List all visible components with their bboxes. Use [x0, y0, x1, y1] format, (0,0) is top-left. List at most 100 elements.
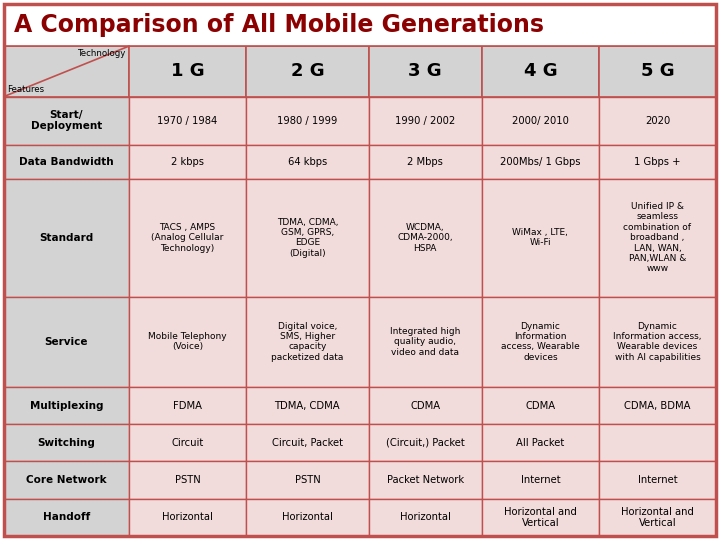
Text: Start/
Deployment: Start/ Deployment: [31, 110, 102, 131]
Text: Unified IP &
seamless
combination of
broadband ,
LAN, WAN,
PAN,WLAN &
www: Unified IP & seamless combination of bro…: [624, 202, 691, 273]
Text: Dynamic
Information access,
Wearable devices
with AI capabilities: Dynamic Information access, Wearable dev…: [613, 322, 702, 362]
Text: TACS , AMPS
(Analog Cellular
Technology): TACS , AMPS (Analog Cellular Technology): [151, 222, 224, 253]
Bar: [4, 462, 129, 499]
Bar: [129, 179, 246, 296]
Text: 1980 / 1999: 1980 / 1999: [277, 116, 338, 126]
Bar: [599, 462, 716, 499]
Bar: [599, 145, 716, 179]
Bar: [4, 296, 129, 387]
Bar: [482, 179, 599, 296]
Text: PSTN: PSTN: [294, 475, 320, 485]
Text: 3 G: 3 G: [408, 62, 442, 80]
Bar: [599, 499, 716, 536]
Bar: [246, 296, 369, 387]
Bar: [129, 499, 246, 536]
Bar: [246, 46, 369, 97]
Text: 1 Gbps +: 1 Gbps +: [634, 157, 680, 167]
Bar: [4, 424, 129, 462]
Text: CDMA: CDMA: [410, 401, 441, 410]
Text: WiMax , LTE,
Wi-Fi: WiMax , LTE, Wi-Fi: [513, 228, 568, 247]
Text: Switching: Switching: [37, 438, 96, 448]
Bar: [4, 4, 716, 46]
Text: Integrated high
quality audio,
video and data: Integrated high quality audio, video and…: [390, 327, 461, 356]
Text: 2 kbps: 2 kbps: [171, 157, 204, 167]
Bar: [369, 424, 482, 462]
Bar: [599, 179, 716, 296]
Text: FDMA: FDMA: [173, 401, 202, 410]
Bar: [482, 97, 599, 145]
Text: Service: Service: [45, 337, 89, 347]
Bar: [4, 179, 129, 296]
Bar: [129, 387, 246, 424]
Text: Features: Features: [7, 85, 44, 93]
Text: Horizontal and
Vertical: Horizontal and Vertical: [504, 507, 577, 528]
Bar: [482, 424, 599, 462]
Text: Circuit, Packet: Circuit, Packet: [272, 438, 343, 448]
Text: Technology: Technology: [78, 49, 126, 58]
Bar: [4, 387, 129, 424]
Text: All Packet: All Packet: [516, 438, 564, 448]
Bar: [129, 424, 246, 462]
Bar: [4, 97, 129, 145]
Text: A Comparison of All Mobile Generations: A Comparison of All Mobile Generations: [14, 13, 544, 37]
Text: Packet Network: Packet Network: [387, 475, 464, 485]
Text: 1970 / 1984: 1970 / 1984: [158, 116, 217, 126]
Bar: [369, 46, 482, 97]
Bar: [369, 296, 482, 387]
Text: CDMA, BDMA: CDMA, BDMA: [624, 401, 690, 410]
Bar: [369, 387, 482, 424]
Text: 64 kbps: 64 kbps: [288, 157, 327, 167]
Bar: [369, 462, 482, 499]
Bar: [599, 46, 716, 97]
Bar: [482, 499, 599, 536]
Text: Horizontal: Horizontal: [400, 512, 451, 522]
Bar: [599, 97, 716, 145]
Text: Data Bandwidth: Data Bandwidth: [19, 157, 114, 167]
Bar: [4, 499, 129, 536]
Bar: [246, 145, 369, 179]
Text: (Circuit,) Packet: (Circuit,) Packet: [386, 438, 464, 448]
Text: Internet: Internet: [521, 475, 560, 485]
Bar: [369, 179, 482, 296]
Bar: [599, 387, 716, 424]
Text: 2 G: 2 G: [291, 62, 324, 80]
Bar: [129, 296, 246, 387]
Text: Horizontal: Horizontal: [162, 512, 213, 522]
Bar: [4, 46, 129, 97]
Text: 2000/ 2010: 2000/ 2010: [512, 116, 569, 126]
Bar: [599, 296, 716, 387]
Bar: [129, 145, 246, 179]
Bar: [129, 462, 246, 499]
Bar: [482, 296, 599, 387]
Text: WCDMA,
CDMA-2000,
HSPA: WCDMA, CDMA-2000, HSPA: [397, 222, 453, 253]
Text: Core Network: Core Network: [26, 475, 107, 485]
Bar: [482, 145, 599, 179]
Bar: [369, 97, 482, 145]
Text: Horizontal: Horizontal: [282, 512, 333, 522]
Text: 4 G: 4 G: [523, 62, 557, 80]
Bar: [246, 424, 369, 462]
Text: Horizontal and
Vertical: Horizontal and Vertical: [621, 507, 694, 528]
Text: 1 G: 1 G: [171, 62, 204, 80]
Text: Multiplexing: Multiplexing: [30, 401, 103, 410]
Text: Dynamic
Information
access, Wearable
devices: Dynamic Information access, Wearable dev…: [501, 322, 580, 362]
Text: Circuit: Circuit: [171, 438, 204, 448]
Text: TDMA, CDMA: TDMA, CDMA: [274, 401, 341, 410]
Text: 5 G: 5 G: [641, 62, 674, 80]
Bar: [482, 462, 599, 499]
Text: Handoff: Handoff: [43, 512, 90, 522]
Text: 2020: 2020: [645, 116, 670, 126]
Text: Digital voice,
SMS, Higher
capacity
packetized data: Digital voice, SMS, Higher capacity pack…: [271, 322, 343, 362]
Bar: [129, 97, 246, 145]
Text: 200Mbs/ 1 Gbps: 200Mbs/ 1 Gbps: [500, 157, 580, 167]
Text: TDMA, CDMA,
GSM, GPRS,
EDGE
(Digital): TDMA, CDMA, GSM, GPRS, EDGE (Digital): [276, 218, 338, 258]
Bar: [246, 387, 369, 424]
Text: Mobile Telephony
(Voice): Mobile Telephony (Voice): [148, 332, 227, 352]
Bar: [4, 145, 129, 179]
Bar: [482, 46, 599, 97]
Bar: [246, 97, 369, 145]
Text: PSTN: PSTN: [175, 475, 200, 485]
Text: CDMA: CDMA: [526, 401, 555, 410]
Bar: [246, 179, 369, 296]
Text: Standard: Standard: [40, 233, 94, 242]
